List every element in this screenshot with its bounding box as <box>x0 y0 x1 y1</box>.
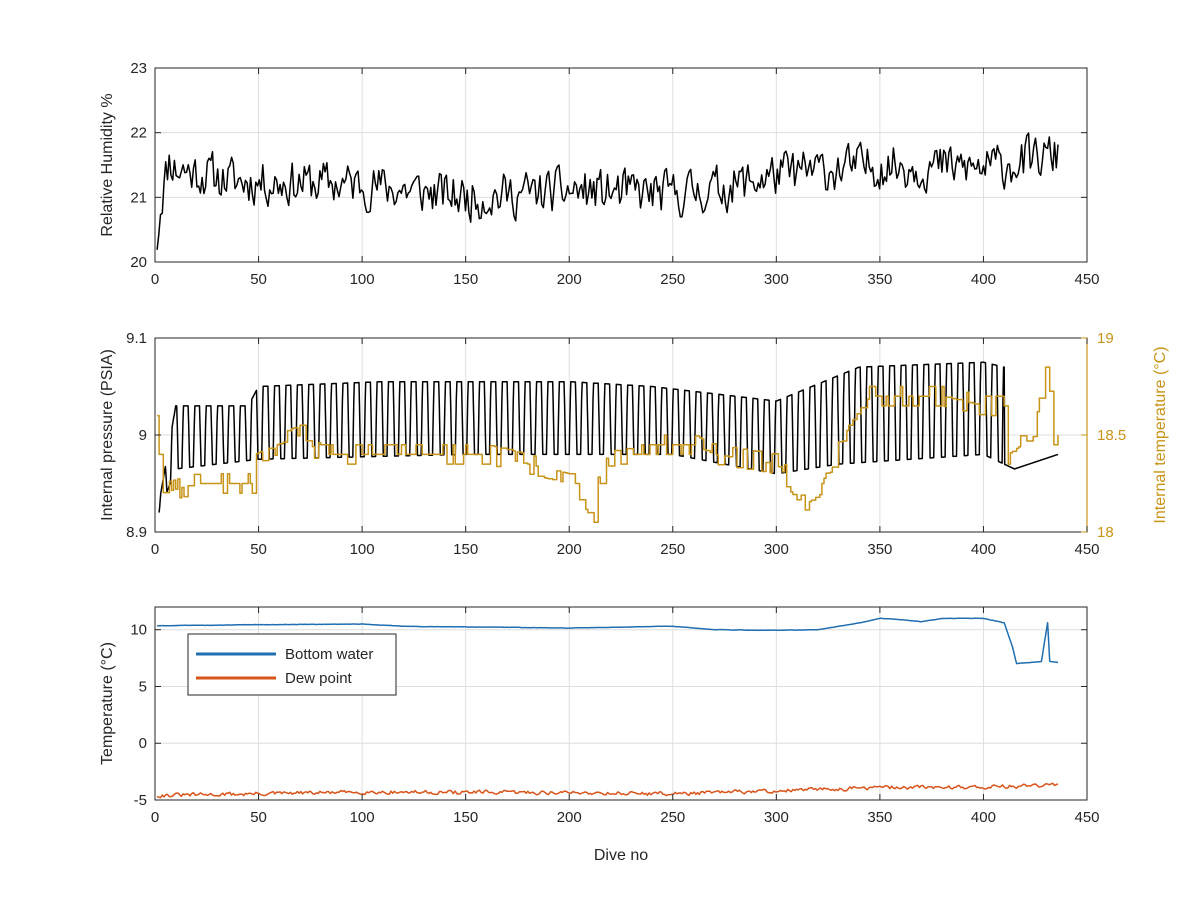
x-tick-label: 100 <box>350 271 375 288</box>
x-tick-label: 450 <box>1074 271 1099 288</box>
axes-box <box>154 67 1088 263</box>
legend-box <box>187 633 397 696</box>
subplot-3: 0 50 100 150 200 250 300 350 400 450-50510Tempera… <box>99 606 1100 864</box>
y-right-tick-label: 18 <box>1097 524 1114 541</box>
legend-label: Dew point <box>285 670 353 687</box>
x-tick-label: 250 <box>660 271 685 288</box>
subplot-1: 0 50 100 150 200 250 300 350 400 450 20 21 22 23 Relat… <box>99 60 1100 288</box>
y-tick-label: 5 <box>139 678 147 695</box>
x-tick-label: 350 <box>867 541 892 558</box>
x-tick-label: 0 <box>151 271 159 288</box>
y-right-axis-label: Internal temperature (°C) <box>1152 346 1169 523</box>
x-tick-label: 150 <box>453 541 478 558</box>
y-axis-label: Temperature (°C) <box>99 642 116 765</box>
subplot-2: 0 50 100 150 200 250 300 350 400 450 8.9 9 9.1 18 18.5… <box>99 330 1169 558</box>
y-tick-label: 23 <box>130 60 147 77</box>
series-bottom-water <box>157 617 1059 665</box>
series-line-2 <box>157 366 1059 524</box>
x-tick-label: 250 <box>660 809 685 826</box>
x-tick-label: 200 <box>557 271 582 288</box>
y-tick-label: 8.9 <box>126 524 147 541</box>
y-axis-label: Internal pressure (PSIA) <box>99 349 116 521</box>
x-tick-label: 300 <box>764 271 789 288</box>
x-tick-label: 350 <box>867 271 892 288</box>
x-tick-label: 150 <box>453 809 478 826</box>
y-tick-label: -5 <box>134 792 147 809</box>
x-tick-label: 250 <box>660 541 685 558</box>
y-tick-label: 21 <box>130 189 147 206</box>
x-tick-label: 200 <box>557 809 582 826</box>
x-tick-label: 400 <box>971 271 996 288</box>
y-axis-label: Relative Humidity % <box>99 93 116 236</box>
x-tick-label: 450 <box>1074 541 1099 558</box>
series-line-1 <box>156 132 1059 250</box>
legend-label: Bottom water <box>285 646 373 663</box>
x-tick-label: 300 <box>764 541 789 558</box>
x-tick-label: 300 <box>764 809 789 826</box>
x-axis-label: Dive no <box>594 847 648 864</box>
x-tick-label: 350 <box>867 809 892 826</box>
x-tick-label: 100 <box>350 541 375 558</box>
y-right-tick-label: 18.5 <box>1097 427 1126 444</box>
x-tick-label: 50 <box>250 809 267 826</box>
x-tick-label: 50 <box>250 541 267 558</box>
series-dew-point <box>156 782 1059 799</box>
y-tick-label: 20 <box>130 254 147 271</box>
legend: Bottom water Dew point <box>187 633 397 696</box>
x-tick-label: 400 <box>971 541 996 558</box>
x-tick-label: 0 <box>151 809 159 826</box>
y-tick-label: 9 <box>139 427 147 444</box>
x-tick-label: 400 <box>971 809 996 826</box>
x-tick-label: 450 <box>1074 809 1099 826</box>
x-tick-label: 200 <box>557 541 582 558</box>
y-tick-label: 9.1 <box>126 330 147 347</box>
y-right-tick-label: 19 <box>1097 330 1114 347</box>
x-tick-label: 50 <box>250 271 267 288</box>
y-tick-label: 22 <box>130 125 147 142</box>
x-tick-label: 100 <box>350 809 375 826</box>
y-tick-label: 10 <box>130 622 147 639</box>
x-tick-label: 0 <box>151 541 159 558</box>
y-tick-label: 0 <box>139 735 147 752</box>
x-tick-label: 150 <box>453 271 478 288</box>
axes-box <box>154 606 1088 801</box>
series-line-1 <box>158 361 1059 513</box>
